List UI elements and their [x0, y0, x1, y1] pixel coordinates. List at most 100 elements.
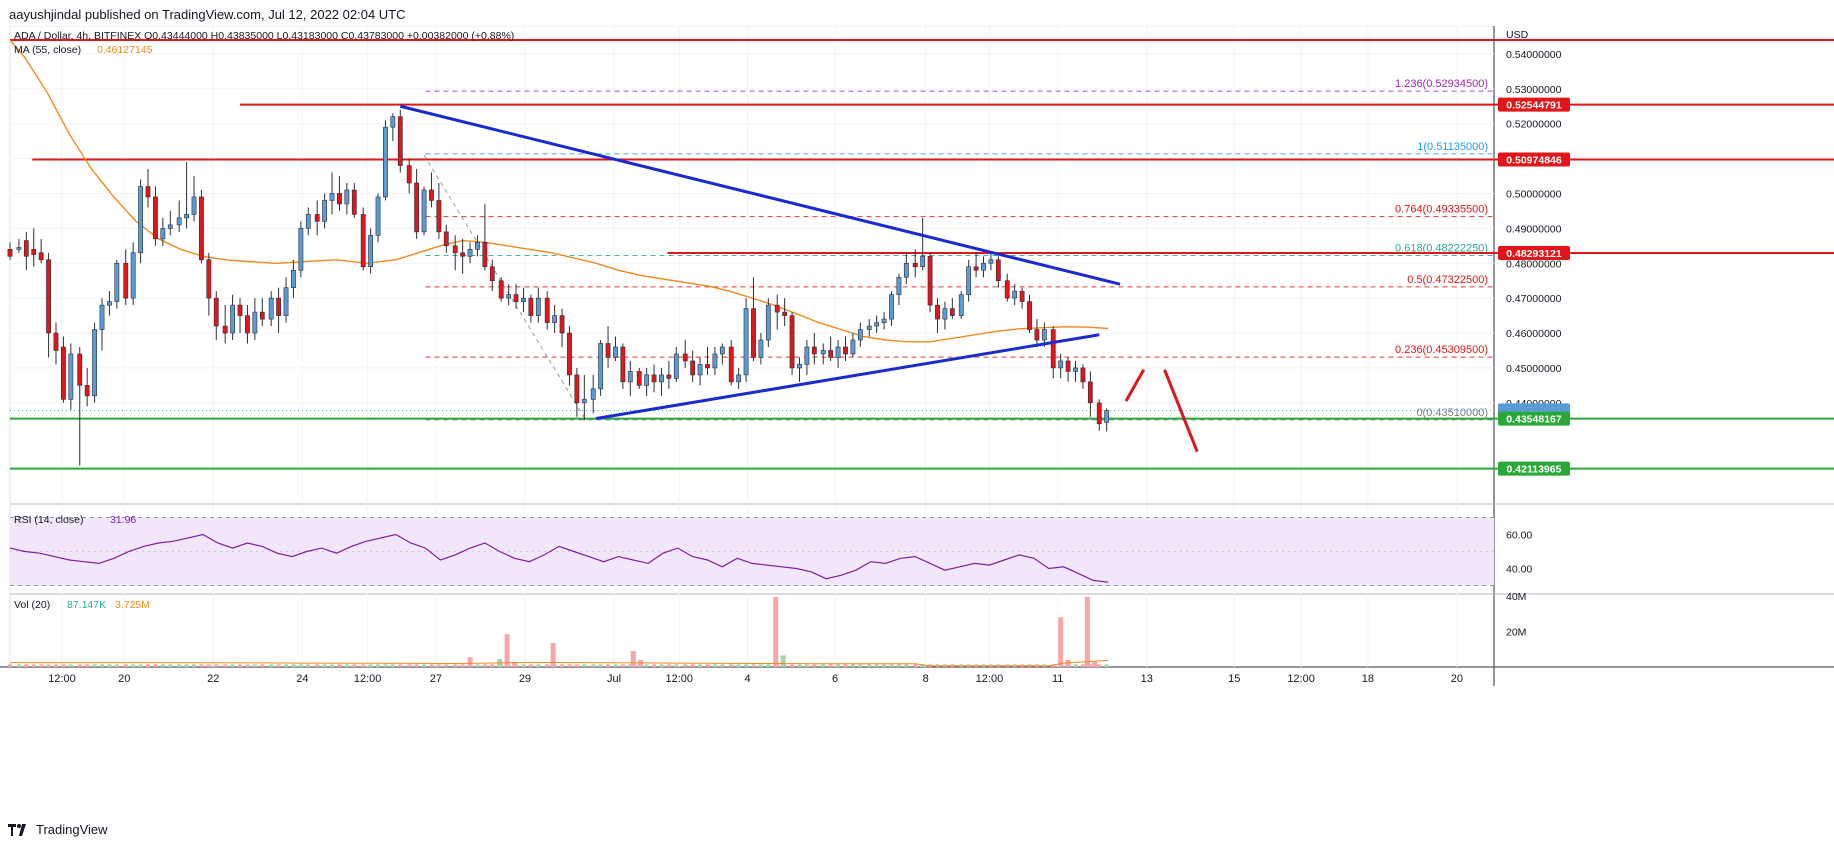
- candle: [46, 252, 51, 358]
- chart-area[interactable]: 12:00 20 22 24 12:00 27 29 Jul 12:00 4 6 8 12:00 11 13…: [0, 25, 1834, 816]
- volume-bar: [414, 664, 419, 667]
- candle-body: [1087, 381, 1093, 404]
- candle: [475, 235, 480, 257]
- candle-body: [736, 374, 742, 383]
- candle-body: [857, 329, 863, 341]
- volume-bar: [383, 664, 388, 667]
- volume-bar: [598, 664, 603, 667]
- volume-spike-bar: [638, 659, 644, 667]
- volume-bar: [882, 664, 887, 667]
- volume-bar: [276, 664, 281, 667]
- time-axis-label: 27: [430, 673, 442, 685]
- candle: [360, 207, 366, 271]
- candle: [1065, 357, 1071, 382]
- candle: [99, 298, 105, 351]
- volume-bar: [659, 664, 664, 667]
- candle-body: [489, 266, 495, 282]
- candle: [167, 210, 173, 236]
- candle: [390, 113, 396, 142]
- candle: [482, 203, 488, 271]
- tradingview-logo[interactable]: TradingView: [8, 822, 108, 837]
- volume-bar: [1104, 664, 1109, 667]
- candle: [1096, 399, 1102, 431]
- volume-bar: [298, 664, 303, 667]
- volume-bar: [729, 664, 734, 667]
- fib-level-label: 0.5(0.47322500): [1407, 274, 1488, 286]
- candle: [322, 193, 328, 229]
- candle-body: [145, 186, 151, 198]
- time-axis-label: 24: [296, 673, 308, 685]
- volume-bar: [606, 664, 611, 667]
- candle-body: [230, 304, 235, 334]
- price-axis-badge-bg: [1498, 246, 1570, 261]
- time-axis-label: 18: [1362, 673, 1374, 685]
- candle: [736, 367, 742, 389]
- candle: [958, 291, 964, 320]
- candle-body: [581, 399, 587, 404]
- price-axis-badge-bg: [1498, 152, 1570, 167]
- candle-body: [390, 116, 396, 128]
- price-axis-tick-label: 0.47000000: [1506, 293, 1562, 305]
- volume-bar: [698, 664, 703, 667]
- candle: [337, 176, 342, 211]
- candle-body: [38, 252, 44, 261]
- volume-bar: [758, 664, 763, 667]
- candle: [690, 350, 696, 382]
- candle-body: [765, 304, 771, 341]
- price-axis-tick-label: 0.54000000: [1506, 49, 1562, 61]
- candle: [552, 305, 558, 334]
- candle-body: [942, 308, 948, 320]
- time-axis-label: 15: [1228, 673, 1240, 685]
- volume-bar: [874, 664, 879, 667]
- volume-bar: [843, 664, 848, 667]
- candle-body: [259, 311, 265, 320]
- candle: [581, 374, 587, 421]
- candle-body: [436, 200, 442, 233]
- candle: [598, 340, 604, 396]
- volume-bar: [100, 664, 105, 667]
- volume-bar: [628, 664, 633, 667]
- volume-bar: [114, 664, 119, 667]
- volume-bar: [1088, 664, 1093, 667]
- candle-body: [77, 353, 83, 386]
- candle-body: [506, 294, 512, 299]
- candle-body: [544, 297, 550, 323]
- candle: [782, 298, 788, 327]
- candle-body: [896, 276, 902, 295]
- symbol-legend: ADA / Dollar, 4h, BITFINEX O0.43444000 H…: [14, 30, 514, 42]
- candle: [344, 183, 350, 215]
- candle: [443, 224, 449, 253]
- candle: [874, 315, 880, 334]
- volume-bar: [16, 664, 21, 667]
- candle: [68, 343, 74, 410]
- volume-bar: [398, 664, 403, 667]
- tradingview-logo-icon: [8, 823, 26, 836]
- volume-bar: [896, 664, 901, 667]
- candle-body: [835, 346, 841, 358]
- volume-bar: [567, 664, 572, 667]
- candle: [230, 294, 235, 341]
- time-axis-label: 29: [519, 673, 531, 685]
- candle: [743, 298, 749, 382]
- candle-body: [206, 259, 212, 299]
- price-axis-tick-label: 0.48000000: [1506, 258, 1562, 270]
- candle: [804, 340, 810, 375]
- volume-bar: [330, 664, 335, 667]
- candle: [1012, 284, 1018, 306]
- volume-bar: [429, 664, 434, 667]
- volume-spike-bar: [1092, 661, 1098, 667]
- volume-bar: [337, 664, 342, 667]
- volume-bar: [376, 664, 381, 667]
- price-axis-badge: 0.48293121: [1498, 246, 1570, 261]
- candle-body: [298, 228, 304, 271]
- volume-bar: [361, 664, 366, 667]
- candle-body: [719, 346, 725, 355]
- price-axis-badge-bg: [1498, 461, 1570, 476]
- chart-svg[interactable]: 12:00 20 22 24 12:00 27 29 Jul 12:00 4 6 8 12:00 11 13…: [0, 25, 1834, 816]
- price-axis-badge-text: 0.43548167: [1506, 414, 1562, 426]
- candle-body: [160, 228, 166, 240]
- price-axis-currency: USD: [1506, 29, 1529, 41]
- candle: [145, 169, 151, 208]
- candle: [1073, 360, 1078, 382]
- volume-bar: [666, 664, 671, 667]
